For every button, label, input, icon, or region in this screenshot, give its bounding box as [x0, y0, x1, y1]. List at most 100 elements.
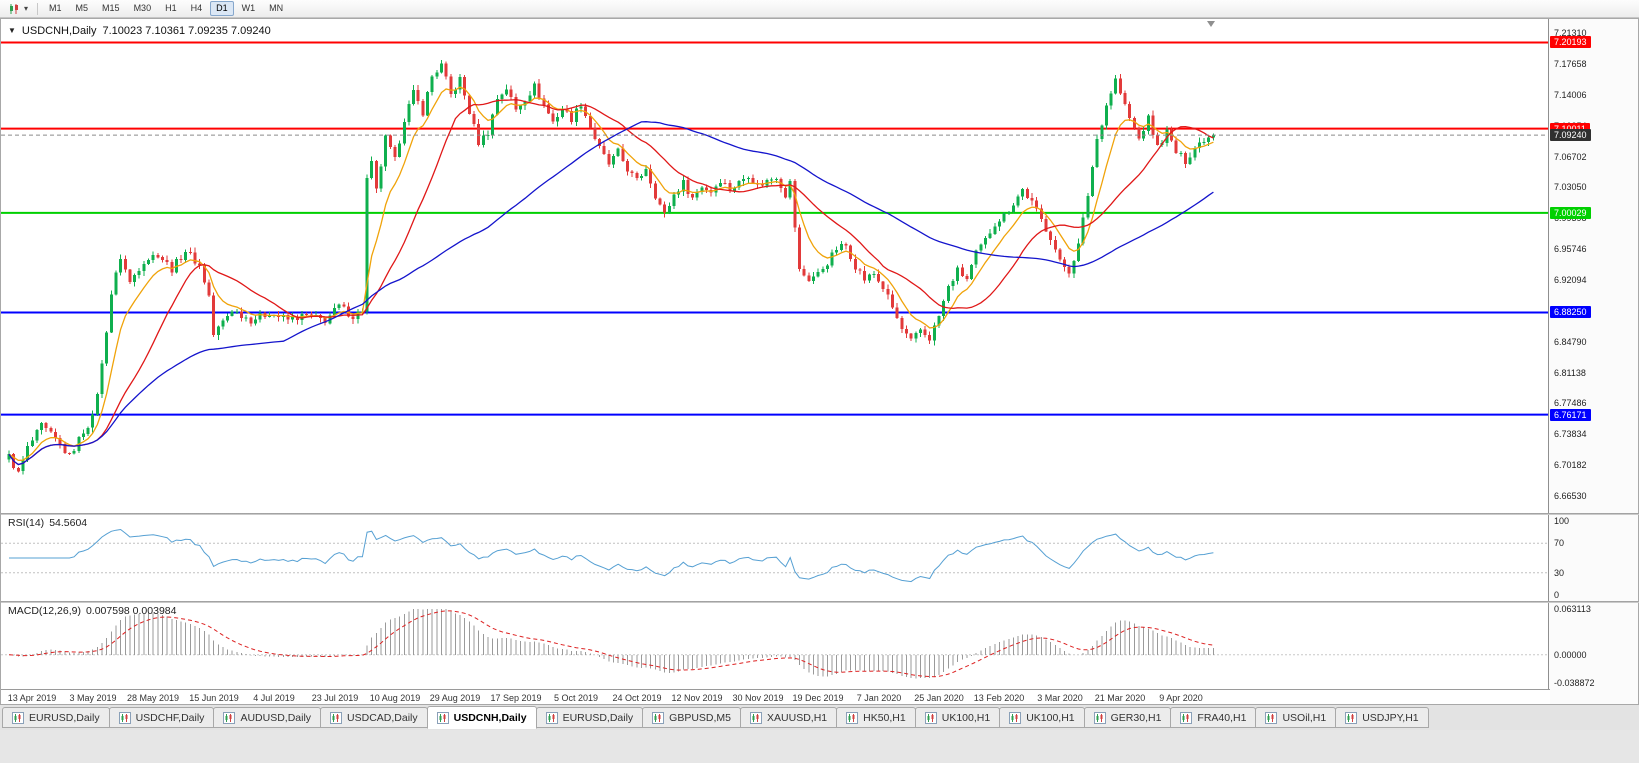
- current-price-badge: 7.09240: [1550, 129, 1591, 141]
- timeframe-button-w1[interactable]: W1: [241, 3, 256, 13]
- chart-tab-usdcnh-daily-4[interactable]: USDCNH,Daily: [426, 706, 537, 729]
- price-tick-label: 6.81138: [1554, 368, 1586, 378]
- price-tick-label: 7.03050: [1554, 182, 1587, 192]
- timeframe-button-h4[interactable]: H4: [190, 3, 203, 13]
- tab-chart-icon: [118, 711, 131, 724]
- chart-tab-uk100-h1-10[interactable]: UK100,H1: [999, 707, 1085, 728]
- timeframe-button-m30[interactable]: M30: [133, 3, 152, 13]
- tab-chart-icon: [1093, 711, 1106, 724]
- tab-label: USOil,H1: [1282, 711, 1327, 724]
- price-tick-label: 7.14006: [1554, 90, 1587, 100]
- tab-chart-icon: [1180, 711, 1193, 724]
- chart-tab-eurusd-daily-0[interactable]: EURUSD,Daily: [2, 707, 110, 728]
- date-tick-label: 30 Nov 2019: [732, 693, 784, 703]
- dropdown-caret-icon: ▾: [24, 3, 29, 13]
- tab-chart-icon: [436, 711, 449, 724]
- tab-chart-icon: [1265, 711, 1278, 724]
- rsi-title: RSI(14) 54.5604: [8, 517, 87, 529]
- chart-tab-uk100-h1-9[interactable]: UK100,H1: [914, 707, 1001, 728]
- date-tick-label: 13 Apr 2019: [7, 693, 57, 703]
- date-axis[interactable]: 13 Apr 2019 3 May 2019 28 May 2019 15 Jun 2…: [1, 689, 1550, 705]
- ma-20-line: [8, 99, 1214, 466]
- tab-chart-icon: [750, 711, 763, 724]
- ma-60-line: [8, 121, 1214, 466]
- timeframe-button-mn[interactable]: MN: [269, 3, 284, 13]
- price-tick-label: 7.21310: [1554, 28, 1587, 38]
- chart-type-dropdown[interactable]: ▾: [4, 1, 32, 17]
- macd-signal-line: [8, 610, 1214, 678]
- toolbar-separator: [37, 2, 39, 15]
- chart-tab-usdcad-daily-3[interactable]: USDCAD,Daily: [320, 707, 428, 728]
- tab-label: UK100,H1: [1026, 711, 1075, 724]
- rsi-line: [9, 528, 1214, 583]
- chart-tabs: EURUSD,Daily USDCHF,Daily AUDUSD,Daily USDC…: [0, 705, 1639, 729]
- macd-title: MACD(12,26,9) 0.007598 0.003984: [8, 605, 176, 617]
- chart-tab-hk50-h1-8[interactable]: HK50,H1: [836, 707, 916, 728]
- date-tick-label: 19 Dec 2019: [792, 693, 844, 703]
- chart-symbol-label: USDCNH,Daily: [21, 25, 97, 37]
- chart-shift-marker-icon: [1207, 21, 1215, 27]
- tab-label: AUDUSD,Daily: [240, 711, 312, 724]
- level-price-badge: 6.76171: [1550, 409, 1591, 421]
- price-axis[interactable]: 7.213107.176587.140067.103547.067027.030…: [1548, 19, 1638, 705]
- pane-splitter[interactable]: [1, 601, 1639, 603]
- chart-ohlc-values: 7.10023 7.10361 7.09235 7.09240: [102, 25, 271, 37]
- tab-label: EURUSD,Daily: [29, 711, 100, 724]
- rsi-tick-label: 30: [1554, 568, 1565, 578]
- chart-tab-audusd-daily-2[interactable]: AUDUSD,Daily: [213, 707, 322, 728]
- date-tick-label: 13 Feb 2020: [973, 693, 1025, 703]
- chart-tab-usdchf-daily-1[interactable]: USDCHF,Daily: [108, 707, 215, 728]
- tab-label: EURUSD,Daily: [562, 711, 634, 724]
- tab-chart-icon: [330, 711, 343, 724]
- rsi-value: 54.5604: [49, 517, 88, 529]
- price-axis-main: 7.213107.176587.140067.103547.067027.030…: [1549, 19, 1638, 513]
- price-tick-label: 6.70182: [1554, 460, 1587, 470]
- tab-chart-icon: [12, 711, 24, 724]
- timeframe-button-h1[interactable]: H1: [165, 3, 177, 13]
- chart-tab-usdjpy-h1-14[interactable]: USDJPY,H1: [1335, 707, 1429, 728]
- timeframe-button-m1[interactable]: M1: [49, 3, 62, 13]
- timeframe-button-m15[interactable]: M15: [102, 3, 120, 13]
- price-tick-label: 7.06702: [1554, 152, 1587, 162]
- date-tick-label: 25 Jan 2020: [914, 693, 964, 703]
- price-tick-label: 7.17658: [1554, 59, 1587, 69]
- date-tick-label: 21 Mar 2020: [1094, 693, 1146, 703]
- macd-chart-surface[interactable]: [1, 603, 1550, 689]
- date-tick-label: 10 Aug 2019: [369, 693, 421, 703]
- tab-chart-icon: [223, 711, 236, 724]
- date-tick-label: 5 Oct 2019: [553, 693, 599, 703]
- tab-chart-icon: [545, 711, 558, 724]
- macd-tick-label: -0.038872: [1554, 678, 1595, 688]
- timeframe-button-d1[interactable]: D1: [210, 1, 234, 16]
- rsi-tick-label: 70: [1554, 538, 1565, 548]
- chart-tab-fra40-h1-12[interactable]: FRA40,H1: [1170, 707, 1257, 728]
- rsi-pane: RSI(14) 54.5604: [1, 515, 1550, 601]
- level-price-badge: 6.88250: [1550, 306, 1591, 318]
- price-tick-label: 6.73834: [1554, 429, 1587, 439]
- tab-chart-icon: [846, 711, 859, 724]
- tab-label: HK50,H1: [863, 711, 906, 724]
- macd-axis: 0.063113 0.00000 -0.038872: [1549, 603, 1638, 689]
- chart-tab-ger30-h1-11[interactable]: GER30,H1: [1083, 707, 1172, 728]
- timeframe-button-m5[interactable]: M5: [75, 3, 89, 13]
- price-tick-label: 6.66530: [1554, 491, 1587, 501]
- rsi-label: RSI(14): [8, 517, 45, 529]
- pane-splitter[interactable]: [1, 513, 1639, 515]
- chart-menu-arrow-icon[interactable]: ▼: [8, 26, 16, 35]
- chart-tab-xauusd-h1-7[interactable]: XAUUSD,H1: [740, 707, 838, 728]
- chart-tab-eurusd-daily-5[interactable]: EURUSD,Daily: [535, 707, 644, 728]
- rsi-chart-surface[interactable]: [1, 515, 1550, 601]
- date-tick-label: 12 Nov 2019: [671, 693, 723, 703]
- price-chart-surface[interactable]: [1, 19, 1550, 513]
- date-tick-label: 15 Jun 2019: [189, 693, 239, 703]
- horizontal-level-lines: [1, 41, 1550, 416]
- date-tick-label: 24 Oct 2019: [612, 693, 662, 703]
- price-tick-label: 6.95746: [1554, 244, 1587, 254]
- tab-label: USDCAD,Daily: [347, 711, 418, 724]
- level-price-badge: 7.00029: [1550, 207, 1591, 219]
- ma-8-line: [8, 86, 1214, 462]
- chart-tab-usoil-h1-13[interactable]: USOil,H1: [1255, 707, 1337, 728]
- price-tick-label: 6.92094: [1554, 275, 1587, 285]
- chart-tab-gbpusd-m5-6[interactable]: GBPUSD,M5: [642, 707, 742, 728]
